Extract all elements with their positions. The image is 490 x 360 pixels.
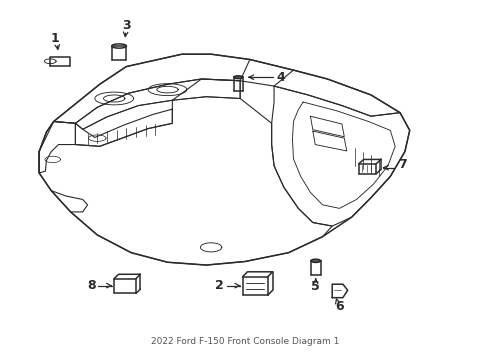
Text: 8: 8	[87, 279, 96, 292]
Text: 6: 6	[335, 300, 344, 314]
Text: 5: 5	[311, 280, 320, 293]
Text: 1: 1	[51, 32, 59, 45]
Text: 3: 3	[122, 19, 131, 32]
Text: 2: 2	[216, 279, 224, 292]
Text: 2022 Ford F-150 Front Console Diagram 1: 2022 Ford F-150 Front Console Diagram 1	[151, 337, 339, 346]
Text: 7: 7	[398, 158, 407, 171]
Text: 4: 4	[276, 71, 285, 84]
